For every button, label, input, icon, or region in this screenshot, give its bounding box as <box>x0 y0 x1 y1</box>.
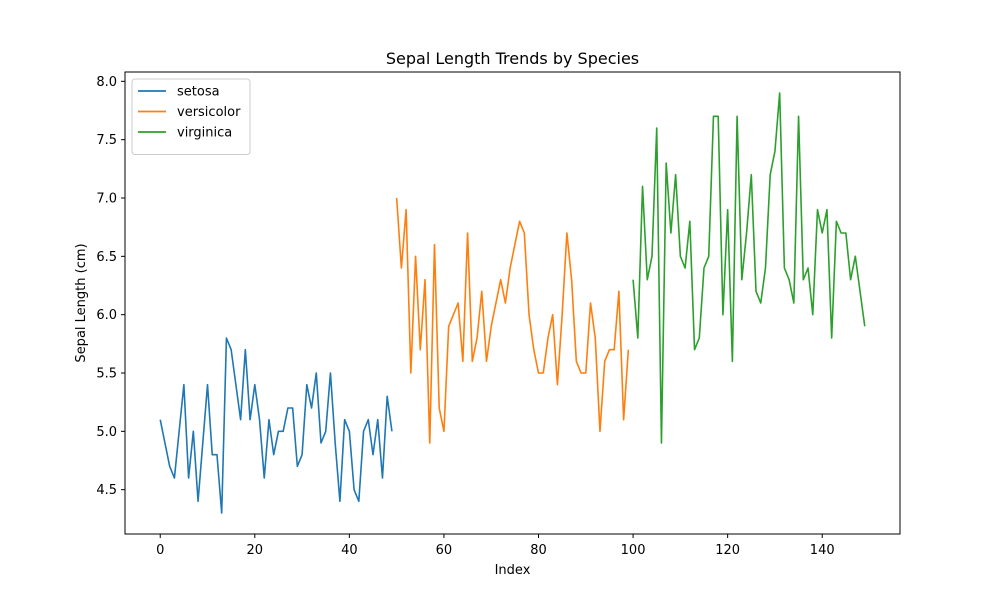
legend-box <box>131 78 251 155</box>
legend-label-setosa: setosa <box>177 85 220 100</box>
y-tick-label: 7.0 <box>96 192 117 207</box>
series-layer <box>159 92 866 514</box>
series-line-virginica <box>632 92 866 444</box>
y-tick-label: 6.0 <box>96 308 117 323</box>
x-tick-label: 40 <box>341 543 358 558</box>
y-tick-label: 5.0 <box>96 425 117 440</box>
legend-label-virginica: virginica <box>177 126 232 141</box>
x-tick-label: 140 <box>810 543 835 558</box>
x-tick-label: 120 <box>715 543 740 558</box>
plot-frame <box>124 71 901 535</box>
y-tick-label: 5.5 <box>96 367 117 382</box>
y-tick-label: 6.5 <box>96 250 117 265</box>
chart-title: Sepal Length Trends by Species <box>386 49 639 68</box>
y-tick-label: 7.5 <box>96 133 117 148</box>
x-tick-label: 20 <box>247 543 264 558</box>
legend-label-versicolor: versicolor <box>177 105 241 120</box>
x-tick-label: 100 <box>621 543 646 558</box>
series-line-versicolor <box>395 197 630 444</box>
y-tick-label: 4.5 <box>96 483 117 498</box>
x-tick-label: 60 <box>436 543 453 558</box>
axes-layer: 0 20 40 60 80 100 120 140 4.5 5.0 5.5 6.0 6.5 7.0 7.5 8… <box>96 75 834 558</box>
legend: setosa versicolor virginica <box>131 78 251 155</box>
y-axis-label: Sepal Length (cm) <box>74 243 89 362</box>
x-axis-label: Index <box>495 563 531 578</box>
x-tick-label: 80 <box>530 543 547 558</box>
series-line-setosa <box>159 337 393 514</box>
y-tick-label: 8.0 <box>96 75 117 90</box>
x-tick-label: 0 <box>156 543 164 558</box>
